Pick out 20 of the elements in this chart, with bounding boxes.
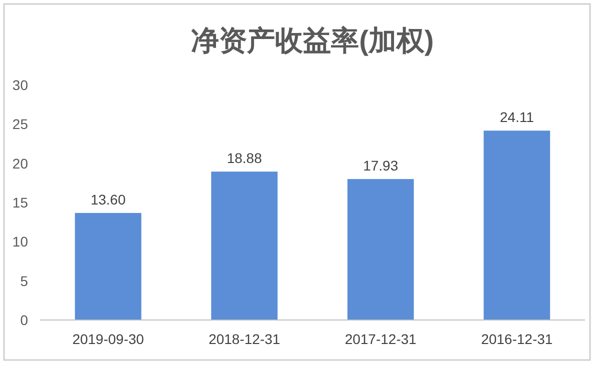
y-tick-label: 30 bbox=[12, 77, 28, 93]
x-tick-label: 2018-12-31 bbox=[208, 331, 280, 347]
bar bbox=[484, 130, 550, 320]
x-tick-label: 2019-09-30 bbox=[72, 331, 144, 347]
bar bbox=[74, 212, 142, 320]
x-tick-label: 2016-12-31 bbox=[481, 331, 553, 347]
data-label: 24.11 bbox=[500, 109, 534, 126]
bar bbox=[347, 179, 414, 320]
y-tick-label: 10 bbox=[12, 234, 28, 250]
data-label: 13.60 bbox=[90, 191, 126, 208]
y-tick-label: 15 bbox=[12, 194, 28, 210]
data-label: 17.93 bbox=[363, 158, 398, 174]
y-tick-label: 25 bbox=[12, 116, 28, 132]
y-tick-label: 0 bbox=[20, 312, 28, 328]
y-tick-label: 5 bbox=[20, 272, 28, 289]
chart-title: 净资产收益率(加权) bbox=[191, 25, 434, 56]
y-tick-label: 20 bbox=[12, 155, 28, 172]
data-label: 18.88 bbox=[226, 150, 262, 166]
x-tick-label: 2017-12-31 bbox=[344, 331, 417, 347]
bar bbox=[211, 172, 278, 320]
